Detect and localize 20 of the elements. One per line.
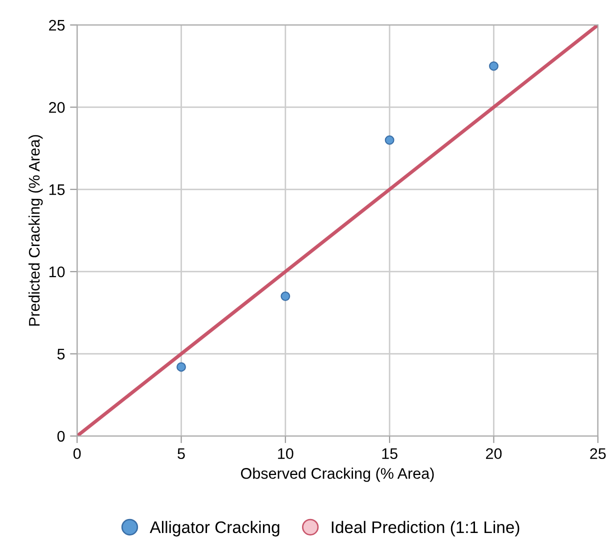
x-tick-label: 15 [382, 448, 398, 460]
y-axis-title: Predicted Cracking (% Area) [28, 135, 43, 326]
x-tick-label: 25 [590, 448, 606, 460]
x-tick-label: 5 [178, 448, 185, 460]
y-tick-label: 20 [49, 102, 65, 113]
x-axis-title: Observed Cracking (% Area) [241, 468, 434, 482]
y-tick-label: 15 [49, 184, 65, 196]
legend-label: Ideal Prediction (1:1 Line) [332, 520, 520, 536]
y-tick-label: 25 [49, 20, 65, 31]
point [280, 292, 290, 301]
legend-label: Alligator Cracking [150, 520, 280, 536]
point [176, 362, 186, 372]
point [489, 61, 498, 71]
y-tick-label: 0 [57, 430, 65, 442]
y-tick-label: 5 [57, 348, 65, 360]
x-tick-label: 20 [486, 448, 502, 460]
y-tick-label: 10 [49, 266, 65, 278]
x-tick-label: 10 [278, 448, 294, 460]
x-tick-label: 0 [73, 448, 81, 460]
point [384, 135, 394, 145]
